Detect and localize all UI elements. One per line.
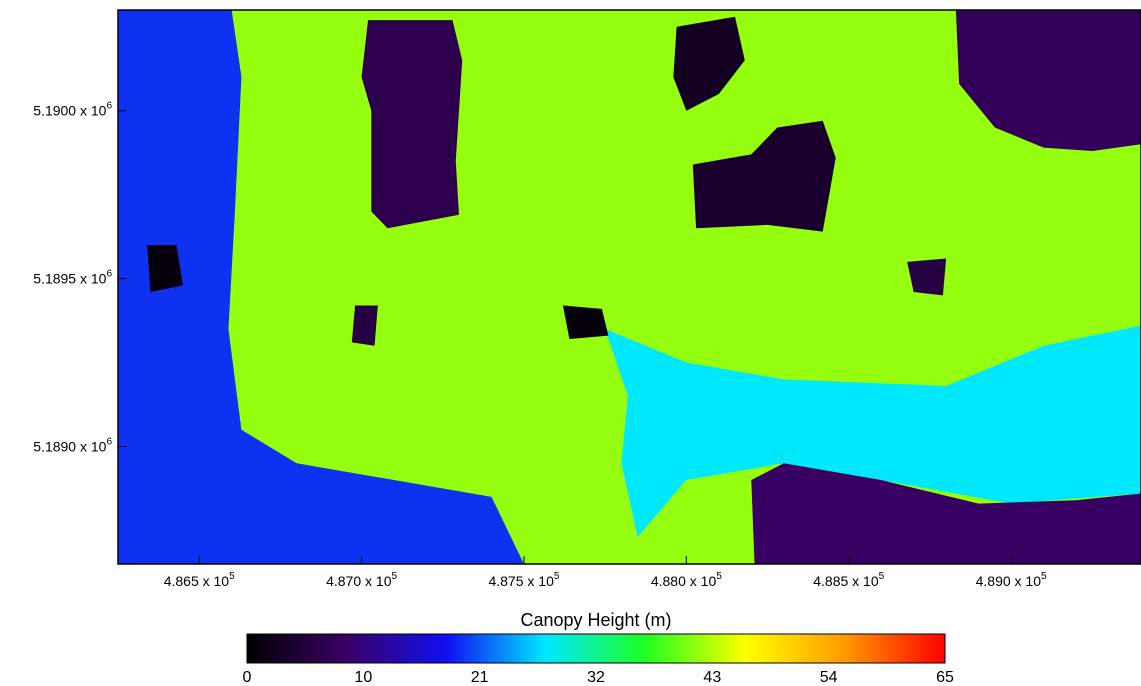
heatmap-region-small-spot-2 bbox=[907, 258, 947, 296]
heatmap-region-center-dark-spot bbox=[562, 305, 609, 340]
x-tick-label: 4.870 x 105 bbox=[326, 571, 397, 589]
colorbar-tick-label: 43 bbox=[703, 669, 721, 686]
x-tick-label: 4.880 x 105 bbox=[651, 571, 722, 589]
heatmap-region-lake-north bbox=[361, 20, 463, 229]
x-tick-label: 4.865 x 105 bbox=[164, 571, 235, 589]
colorbar-tick-label: 10 bbox=[354, 669, 372, 686]
y-tick-label: 5.1900 x 106 bbox=[33, 101, 112, 119]
colorbar-title: Canopy Height (m) bbox=[520, 610, 671, 630]
colorbar bbox=[246, 633, 946, 664]
y-tick-label: 5.1890 x 106 bbox=[33, 436, 112, 454]
colorbar-tick-label: 32 bbox=[587, 669, 605, 686]
colorbar-tick-label: 65 bbox=[936, 669, 954, 686]
x-tick-label: 4.885 x 105 bbox=[813, 571, 884, 589]
heatmap-region-dark-cluster-north bbox=[673, 16, 745, 111]
colorbar-tick-label: 0 bbox=[243, 669, 252, 686]
heatmap-region-south-cyan-clearing bbox=[605, 325, 1141, 538]
y-axis: 5.1900 x 106 5.1895 x 106 5.1890 x 106 bbox=[33, 101, 126, 454]
x-axis: 4.865 x 105 4.870 x 105 4.875 x 105 4.880 x… bbox=[164, 556, 1047, 589]
heatmap-region-south-east-dark-band bbox=[751, 463, 1141, 564]
colorbar-tick-label: 54 bbox=[820, 669, 838, 686]
x-tick-label: 4.875 x 105 bbox=[488, 571, 559, 589]
x-tick-label: 4.890 x 105 bbox=[976, 571, 1047, 589]
heatmap-plot-area bbox=[118, 10, 1141, 564]
heatmap-region-west-forest-edge bbox=[118, 10, 524, 564]
heatmap-region-north-east-dark-patch bbox=[955, 10, 1141, 152]
heatmap-region-small-spot-1 bbox=[351, 305, 378, 346]
heatmap-region-west-dark-spot bbox=[147, 245, 183, 293]
y-tick-label: 5.1895 x 106 bbox=[33, 269, 112, 287]
plot-frame bbox=[117, 9, 1141, 565]
colorbar-tick-label: 21 bbox=[471, 669, 489, 686]
colorbar-ticks: 0 10 21 32 43 54 65 bbox=[243, 669, 954, 686]
heatmap-region-dark-cluster-middle bbox=[692, 120, 836, 232]
